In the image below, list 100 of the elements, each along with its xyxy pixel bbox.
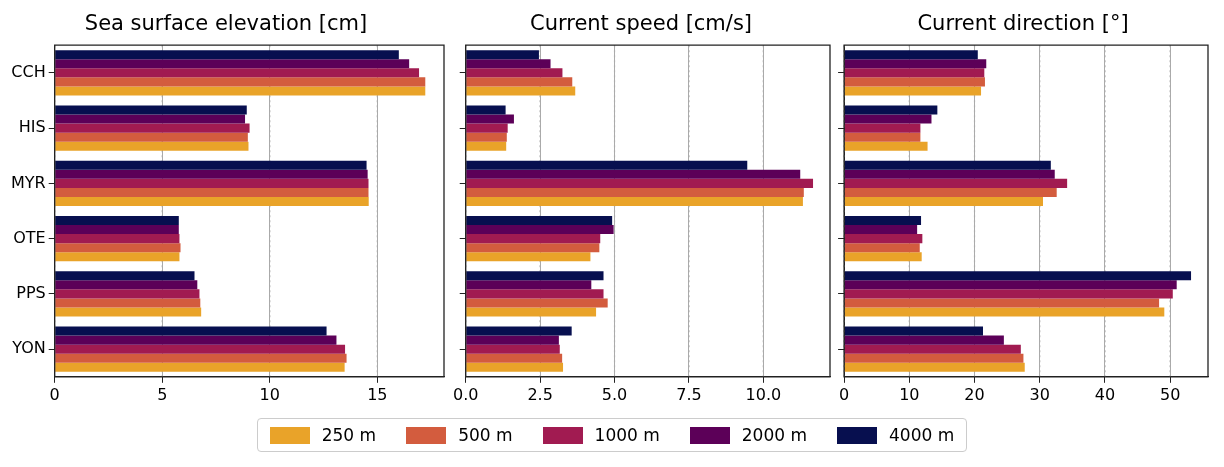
bar <box>466 178 814 188</box>
bar <box>844 123 921 133</box>
bar <box>55 280 198 290</box>
bar <box>55 132 248 142</box>
bar <box>844 271 1192 281</box>
x-tick-label: 5.0 <box>601 384 628 404</box>
legend-label: 4000 m <box>889 425 955 445</box>
bar <box>466 271 604 281</box>
bar <box>55 225 179 235</box>
y-tick-label: PPS <box>16 283 46 303</box>
bar <box>844 326 983 336</box>
bar <box>55 234 180 244</box>
bar <box>55 196 369 207</box>
x-tick-label: 0 <box>839 384 850 404</box>
bar <box>844 298 1160 308</box>
bar <box>466 243 600 253</box>
bar <box>55 344 346 354</box>
bar <box>844 252 922 262</box>
bar <box>466 196 803 207</box>
bar <box>844 114 932 124</box>
chart-title: Current direction [°] <box>917 11 1129 36</box>
bar <box>55 141 249 151</box>
bar <box>466 353 563 363</box>
y-tick-label: HIS <box>18 117 46 137</box>
bar <box>844 234 923 244</box>
bar <box>466 280 592 290</box>
legend-label: 2000 m <box>741 425 808 445</box>
bar <box>466 335 559 345</box>
bar <box>55 326 327 336</box>
bar <box>844 178 1068 188</box>
x-tick-label: 40 <box>1094 384 1116 404</box>
bar <box>844 77 985 87</box>
x-tick-label: 30 <box>1029 384 1050 404</box>
legend-label: 500 m <box>458 425 513 445</box>
x-tick-label: 10.0 <box>745 384 782 404</box>
bar <box>466 132 507 142</box>
bar <box>844 362 1025 372</box>
x-tick-label: 10 <box>899 384 920 404</box>
bar <box>844 307 1165 317</box>
legend-label: 1000 m <box>594 425 660 445</box>
bar <box>466 215 613 226</box>
bar <box>844 225 918 235</box>
bar <box>466 114 514 124</box>
bar <box>466 326 572 336</box>
y-tick-label: OTE <box>13 227 46 247</box>
bar <box>55 298 201 308</box>
bar <box>55 187 369 197</box>
bar <box>844 132 921 142</box>
bar <box>466 77 573 87</box>
x-tick-label: 0 <box>49 384 60 404</box>
bar <box>466 187 804 197</box>
bar <box>844 68 985 78</box>
bar <box>844 243 920 253</box>
bar <box>844 50 978 60</box>
bar <box>55 289 200 299</box>
bar <box>844 160 1051 170</box>
bar <box>55 252 180 262</box>
bar <box>55 335 337 345</box>
bar <box>55 362 345 372</box>
x-tick-label: 0.0 <box>453 384 479 404</box>
x-tick-label: 10 <box>259 384 280 404</box>
bar <box>844 344 1021 354</box>
bar <box>844 169 1055 179</box>
bar <box>844 105 938 115</box>
bar <box>55 215 179 226</box>
bar <box>844 59 987 69</box>
bar <box>466 50 539 60</box>
x-tick-label: 5 <box>157 384 168 404</box>
bar <box>466 252 591 262</box>
bar <box>466 362 564 372</box>
bar <box>844 353 1024 363</box>
bar <box>55 169 368 179</box>
bar <box>466 169 801 179</box>
bar <box>466 123 508 133</box>
bar <box>55 123 250 133</box>
x-tick-label: 15 <box>367 384 388 404</box>
bar <box>55 271 195 281</box>
bar <box>55 105 247 115</box>
bar <box>466 105 506 115</box>
bar <box>844 187 1057 197</box>
bar <box>844 215 922 226</box>
x-tick-label: 20 <box>964 384 985 404</box>
bar <box>55 160 367 170</box>
bar <box>844 289 1173 299</box>
bar <box>466 68 563 78</box>
bar <box>55 178 369 188</box>
bar <box>466 234 601 244</box>
bar <box>466 225 614 235</box>
chart-title: Sea surface elevation [cm] <box>84 11 368 36</box>
bar <box>466 160 748 170</box>
bar <box>466 86 576 96</box>
y-tick-label: MYR <box>10 172 46 192</box>
y-tick-label: CCH <box>11 61 46 81</box>
bar <box>55 353 347 363</box>
bar <box>466 307 597 317</box>
bar <box>844 280 1177 290</box>
legend-label: 250 m <box>321 425 377 445</box>
bar <box>55 86 426 96</box>
y-tick-label: YON <box>11 338 46 358</box>
bar <box>844 86 982 96</box>
